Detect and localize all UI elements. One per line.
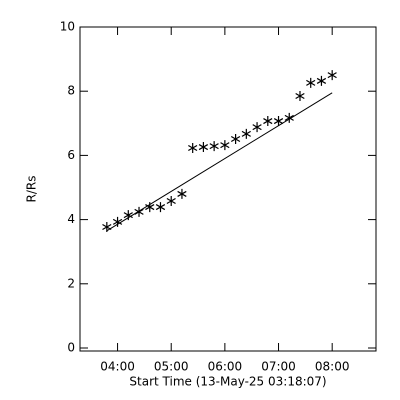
- y-tick-label: 8: [67, 84, 75, 98]
- data-point: [306, 77, 316, 88]
- data-point: [198, 142, 209, 153]
- data-point: [273, 116, 284, 127]
- data-point: [177, 188, 187, 199]
- x-tick-label: 08:00: [315, 360, 350, 374]
- data-point: [166, 195, 176, 206]
- data-point: [230, 134, 241, 145]
- y-axis-label: R/Rs: [25, 176, 39, 203]
- y-tick-label: 4: [67, 212, 75, 226]
- data-point: [295, 91, 305, 102]
- plot-frame: [79, 26, 377, 352]
- data-point: [123, 210, 133, 221]
- x-tick-label: 07:00: [261, 360, 296, 374]
- data-point: [252, 122, 262, 133]
- data-point: [263, 116, 273, 127]
- data-point: [145, 202, 155, 213]
- data-point: [220, 140, 230, 151]
- data-point: [155, 202, 166, 213]
- x-tick-label: 04:00: [100, 360, 135, 374]
- x-tick-label: 05:00: [154, 360, 189, 374]
- data-point: [327, 70, 337, 81]
- data-point: [316, 75, 327, 86]
- y-tick-label: 0: [67, 341, 75, 355]
- y-tick-label: 6: [67, 148, 75, 162]
- y-tick-label: 10: [60, 20, 75, 34]
- data-point: [209, 141, 219, 152]
- data-point: [134, 206, 144, 217]
- data-point: [241, 128, 251, 139]
- x-axis-label: Start Time (13-May-25 03:18:07): [129, 375, 326, 389]
- data-point: [102, 221, 112, 232]
- y-tick-label: 2: [67, 276, 75, 290]
- x-tick-label: 06:00: [208, 360, 243, 374]
- data-point: [112, 216, 123, 227]
- data-point: [188, 143, 198, 154]
- data-point: [284, 112, 294, 123]
- fit-line: [106, 92, 333, 232]
